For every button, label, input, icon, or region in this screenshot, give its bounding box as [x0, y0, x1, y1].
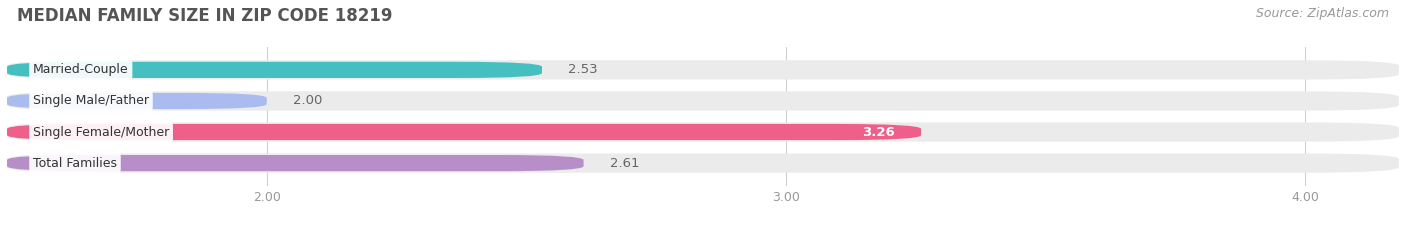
- Text: 2.00: 2.00: [292, 94, 322, 107]
- FancyBboxPatch shape: [7, 154, 1399, 173]
- FancyBboxPatch shape: [7, 62, 541, 78]
- FancyBboxPatch shape: [7, 155, 583, 171]
- FancyBboxPatch shape: [7, 124, 921, 140]
- Text: Source: ZipAtlas.com: Source: ZipAtlas.com: [1256, 7, 1389, 20]
- Text: 3.26: 3.26: [862, 126, 896, 139]
- Text: 2.61: 2.61: [610, 157, 638, 170]
- FancyBboxPatch shape: [7, 93, 267, 109]
- Text: MEDIAN FAMILY SIZE IN ZIP CODE 18219: MEDIAN FAMILY SIZE IN ZIP CODE 18219: [17, 7, 392, 25]
- Text: Single Female/Mother: Single Female/Mother: [32, 126, 169, 139]
- Text: Married-Couple: Married-Couple: [32, 63, 128, 76]
- FancyBboxPatch shape: [7, 91, 1399, 111]
- FancyBboxPatch shape: [7, 122, 1399, 142]
- FancyBboxPatch shape: [7, 60, 1399, 79]
- Text: 2.53: 2.53: [568, 63, 598, 76]
- Text: Total Families: Total Families: [32, 157, 117, 170]
- Text: Single Male/Father: Single Male/Father: [32, 94, 149, 107]
